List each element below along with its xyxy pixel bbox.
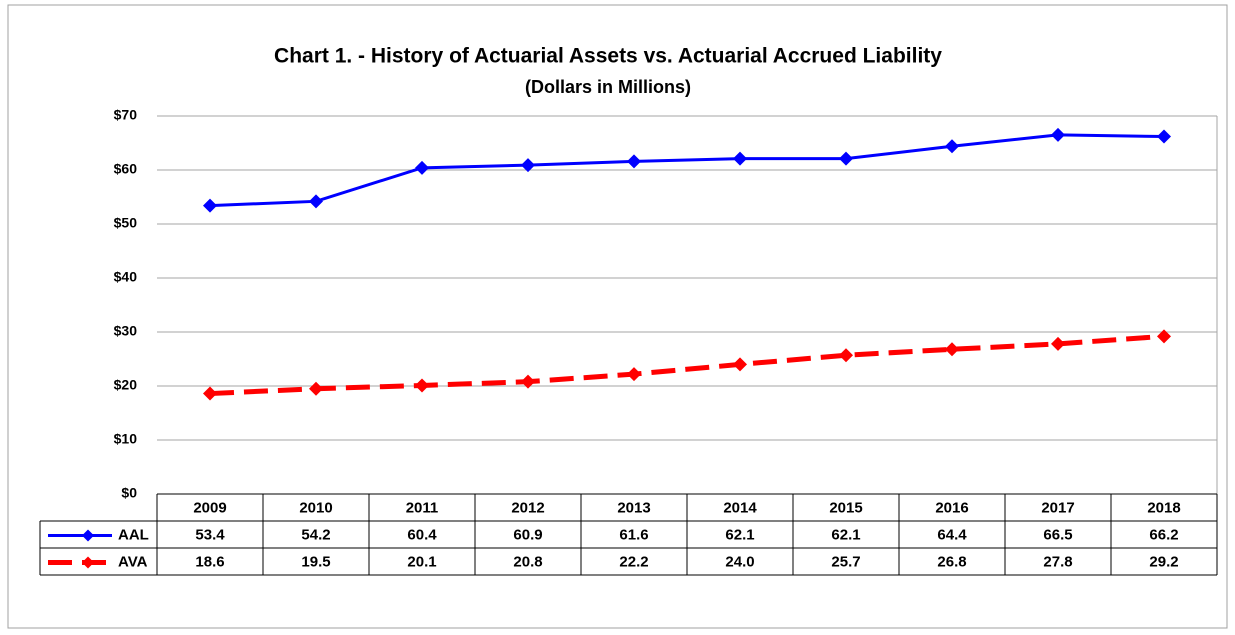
table-value: 24.0 xyxy=(725,553,754,570)
point-marker xyxy=(945,139,959,154)
table-value: 19.5 xyxy=(301,553,330,570)
legend-marker xyxy=(82,556,94,569)
point-marker xyxy=(733,151,747,166)
table-value: 25.7 xyxy=(831,553,860,570)
point-marker xyxy=(839,151,853,166)
table-value: 62.1 xyxy=(725,526,754,543)
point-marker xyxy=(733,357,747,372)
point-marker xyxy=(415,160,429,175)
y-tick-label: $70 xyxy=(114,107,138,123)
y-tick-label: $60 xyxy=(114,161,138,177)
y-tick-label: $50 xyxy=(114,215,138,231)
table-value: 29.2 xyxy=(1149,553,1178,570)
x-tick-label: 2009 xyxy=(193,499,226,516)
point-marker xyxy=(627,367,641,382)
table-value: 53.4 xyxy=(195,526,225,543)
legend-marker xyxy=(82,529,94,542)
point-marker xyxy=(945,342,959,357)
x-tick-label: 2017 xyxy=(1041,499,1074,516)
point-marker xyxy=(1051,127,1065,142)
x-tick-label: 2010 xyxy=(299,499,332,516)
table-value: 60.4 xyxy=(407,526,437,543)
x-tick-label: 2012 xyxy=(511,499,544,516)
y-tick-label: $10 xyxy=(114,431,138,447)
table-value: 61.6 xyxy=(619,526,648,543)
chart-title: Chart 1. - History of Actuarial Assets v… xyxy=(274,45,942,68)
legend-label: AVA xyxy=(118,553,148,570)
x-tick-label: 2014 xyxy=(723,499,757,516)
point-marker xyxy=(627,154,641,169)
point-marker xyxy=(1157,329,1171,344)
table-value: 20.1 xyxy=(407,553,436,570)
point-marker xyxy=(203,386,217,401)
series-line xyxy=(209,333,1165,397)
legend-label: AAL xyxy=(118,526,149,543)
chart-subtitle: (Dollars in Millions) xyxy=(525,77,691,97)
point-marker xyxy=(1157,129,1171,144)
y-tick-label: $0 xyxy=(121,485,137,501)
table-value: 26.8 xyxy=(937,553,966,570)
point-marker xyxy=(521,374,535,389)
table-value: 64.4 xyxy=(937,526,967,543)
table-value: 60.9 xyxy=(513,526,542,543)
chart-frame xyxy=(7,4,1228,629)
point-marker xyxy=(521,158,535,173)
x-tick-label: 2011 xyxy=(406,499,439,516)
table-value: 66.2 xyxy=(1149,526,1178,543)
table-value: 66.5 xyxy=(1043,526,1072,543)
x-tick-label: 2013 xyxy=(617,499,650,516)
x-tick-label: 2015 xyxy=(829,499,862,516)
table-value: 62.1 xyxy=(831,526,860,543)
point-marker xyxy=(839,348,853,363)
table-value: 54.2 xyxy=(301,526,330,543)
table-value: 22.2 xyxy=(619,553,648,570)
series-line xyxy=(209,133,1165,208)
x-tick-label: 2016 xyxy=(935,499,968,516)
table-value: 20.8 xyxy=(513,553,542,570)
point-marker xyxy=(203,198,217,213)
point-marker xyxy=(415,378,429,393)
table-value: 27.8 xyxy=(1043,553,1072,570)
point-marker xyxy=(309,381,323,396)
point-marker xyxy=(1051,336,1065,351)
y-tick-label: $40 xyxy=(114,269,138,285)
point-marker xyxy=(309,194,323,209)
y-tick-label: $20 xyxy=(114,377,138,393)
x-tick-label: 2018 xyxy=(1147,499,1180,516)
y-tick-label: $30 xyxy=(114,323,138,339)
table-value: 18.6 xyxy=(195,553,224,570)
